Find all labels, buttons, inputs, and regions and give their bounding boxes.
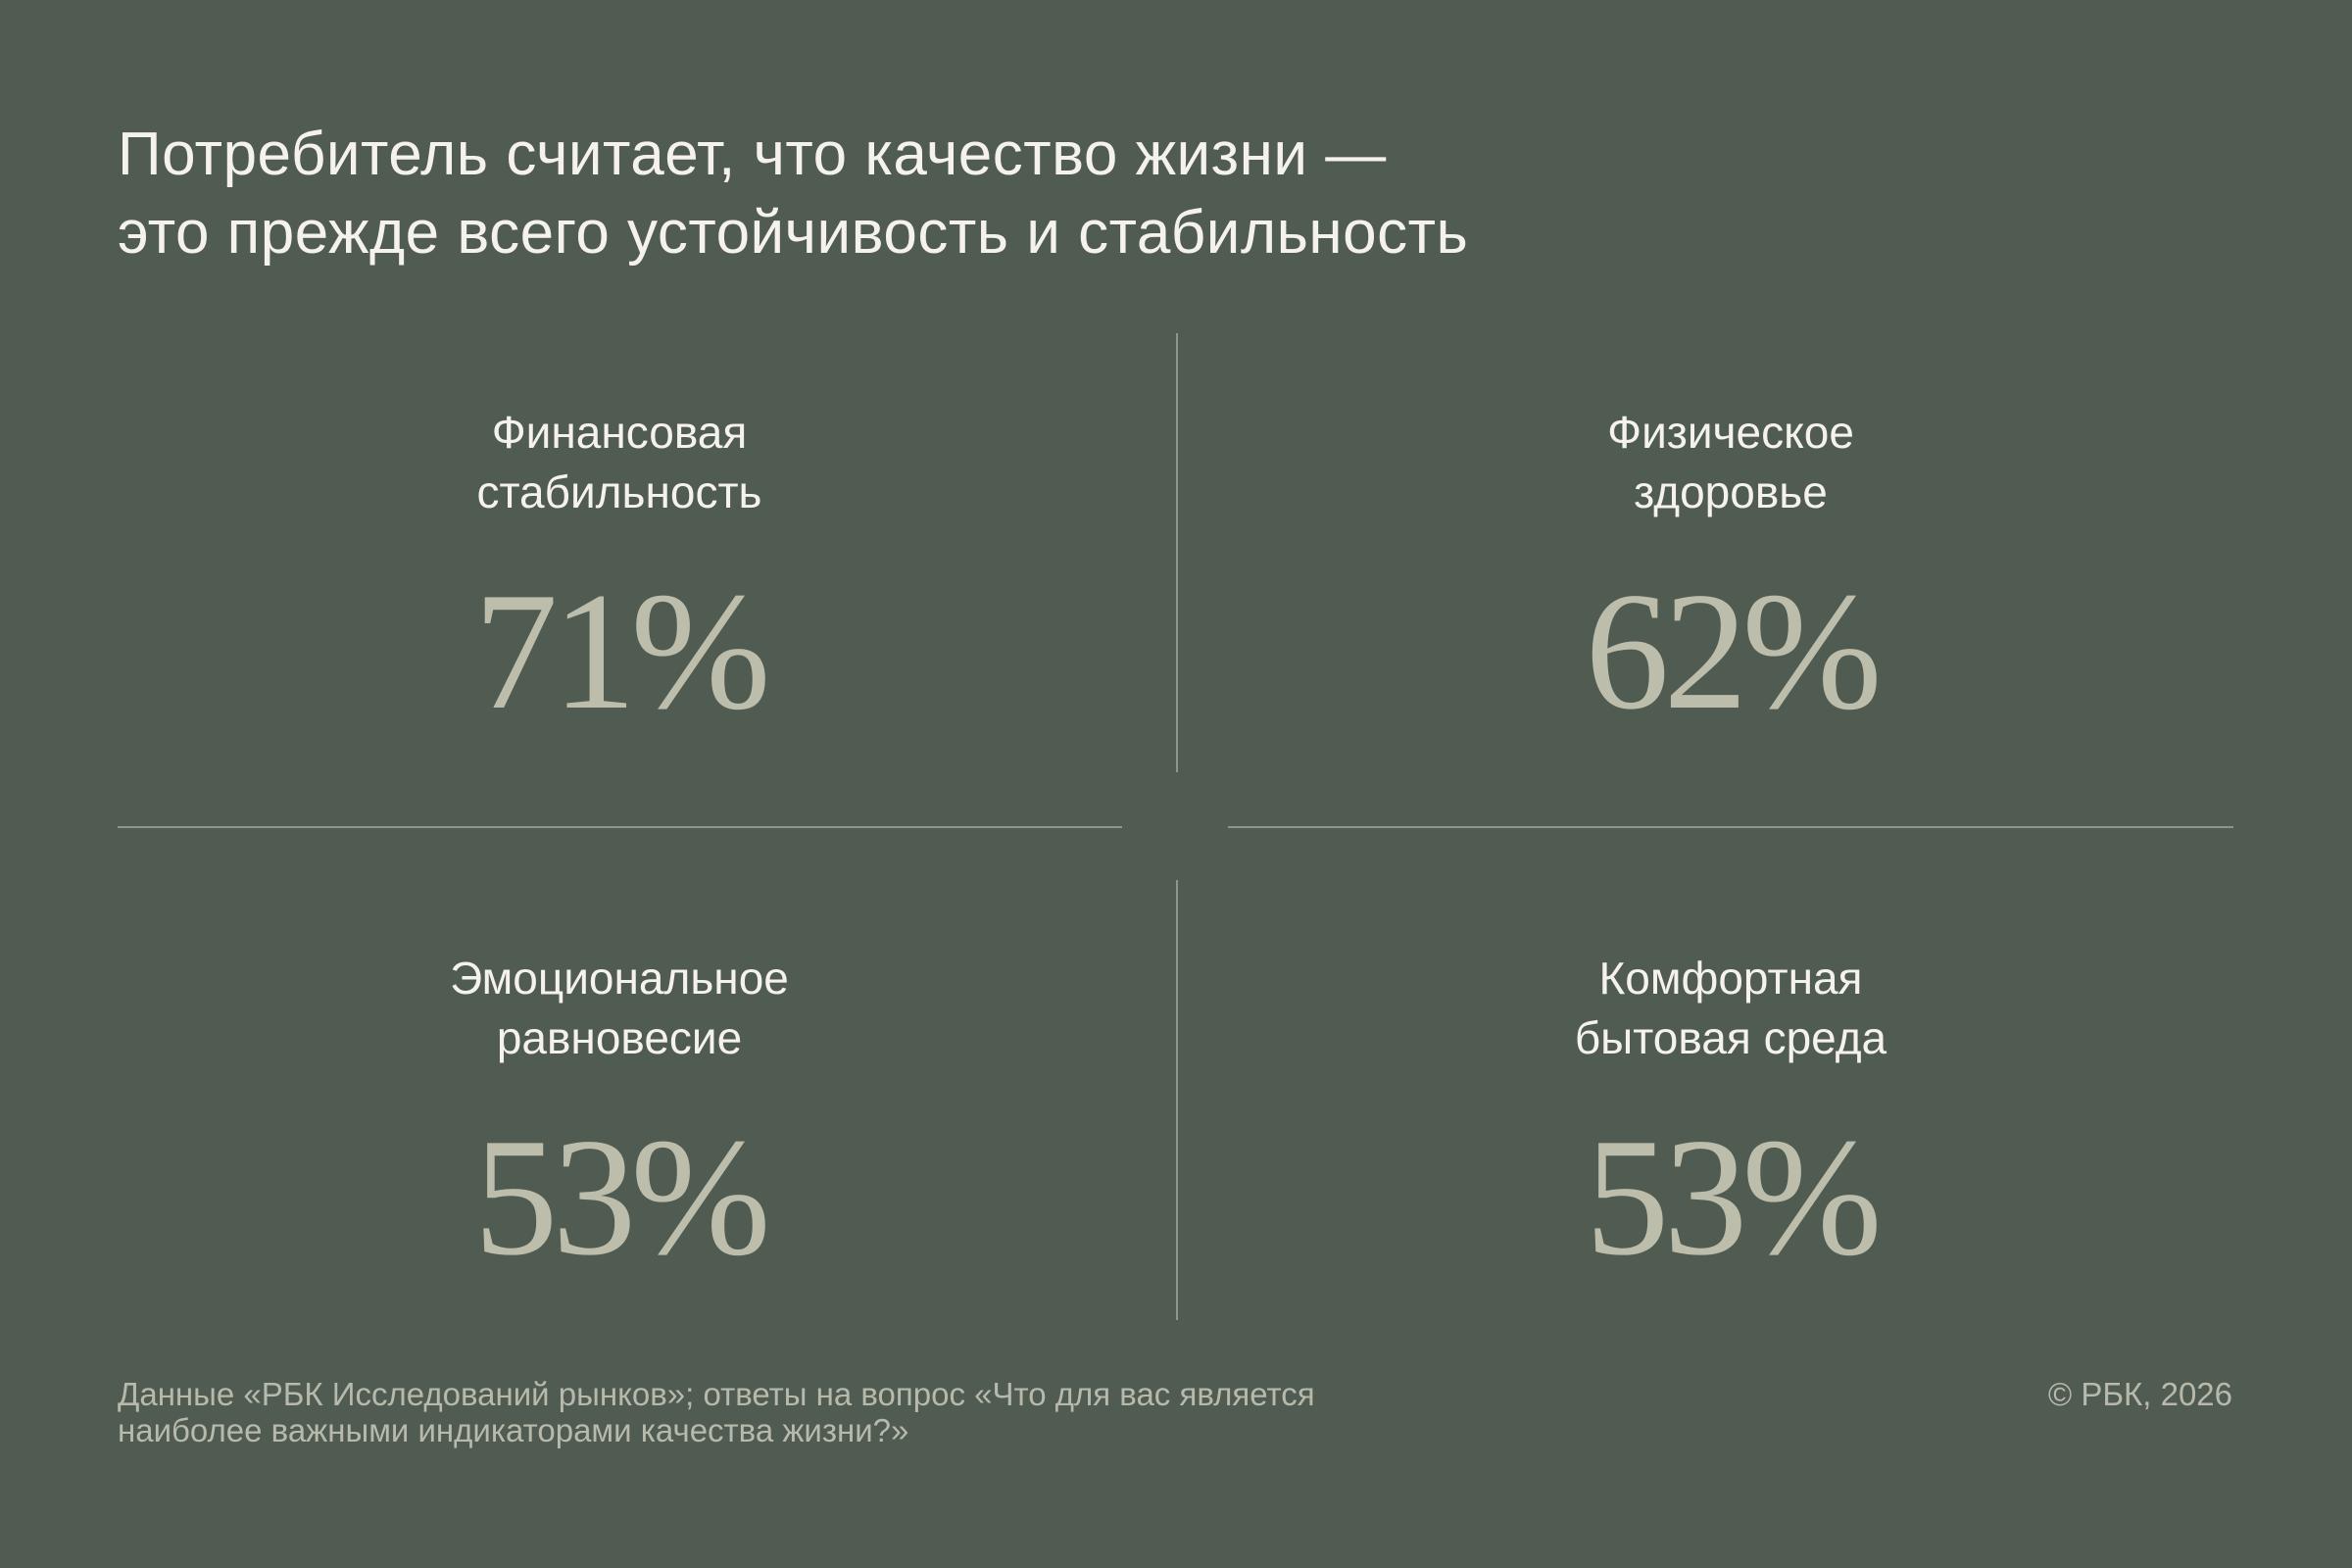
stat-emotional-balance: Эмоциональное равновесие 53% <box>129 949 1109 1282</box>
stat-label-line: Комфортная <box>1598 953 1863 1004</box>
stat-label-line: здоровье <box>1634 466 1828 517</box>
stat-label: Эмоциональное равновесие <box>129 949 1109 1068</box>
stat-label-line: бытовая среда <box>1574 1012 1887 1063</box>
divider-vertical-bottom <box>1176 880 1178 1320</box>
copyright: © РБК, 2026 <box>2047 1376 2232 1412</box>
stat-label-line: Эмоциональное <box>450 953 789 1004</box>
stat-label: Физическое здоровье <box>1241 403 2221 522</box>
source-line: наиболее важными индикаторами качества ж… <box>118 1412 909 1448</box>
stat-comfortable-home: Комфортная бытовая среда 53% <box>1241 949 2221 1282</box>
source-note: Данные «РБК Исследований рынков»; ответы… <box>118 1376 1315 1448</box>
stat-label-line: равновесие <box>496 1012 743 1063</box>
stat-value: 53% <box>473 1104 770 1291</box>
stat-value: 53% <box>1585 1104 1882 1291</box>
stat-label-line: стабильность <box>476 466 762 517</box>
divider-horizontal-right <box>1228 826 2233 828</box>
stat-physical-health: Физическое здоровье 62% <box>1241 403 2221 736</box>
page-title: Потребитель считает, что качество жизни … <box>118 116 1468 272</box>
stat-value: 71% <box>473 559 770 745</box>
stat-label: Финансовая стабильность <box>129 403 1109 522</box>
title-line-1: Потребитель считает, что качество жизни … <box>118 121 1387 188</box>
title-line-2: это прежде всего устойчивость и стабильн… <box>118 199 1469 267</box>
divider-horizontal-left <box>118 826 1122 828</box>
stat-value: 62% <box>1585 559 1882 745</box>
stat-label-line: Физическое <box>1607 407 1854 458</box>
divider-vertical-top <box>1176 333 1178 772</box>
source-line: Данные «РБК Исследований рынков»; ответы… <box>118 1376 1315 1412</box>
stat-label: Комфортная бытовая среда <box>1241 949 2221 1068</box>
stat-financial-stability: Финансовая стабильность 71% <box>129 403 1109 736</box>
stat-label-line: Финансовая <box>491 407 748 458</box>
